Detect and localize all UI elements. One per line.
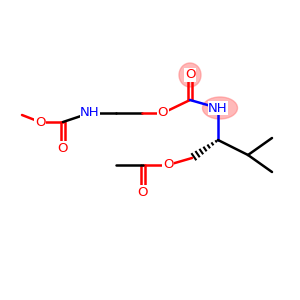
Ellipse shape xyxy=(179,63,201,87)
Text: NH: NH xyxy=(208,101,228,115)
Text: O: O xyxy=(163,158,173,172)
Text: O: O xyxy=(158,106,168,119)
Text: O: O xyxy=(35,116,45,128)
Ellipse shape xyxy=(202,97,238,119)
Text: NH: NH xyxy=(80,106,100,119)
Text: O: O xyxy=(58,142,68,154)
Text: O: O xyxy=(138,185,148,199)
Text: O: O xyxy=(185,68,195,82)
